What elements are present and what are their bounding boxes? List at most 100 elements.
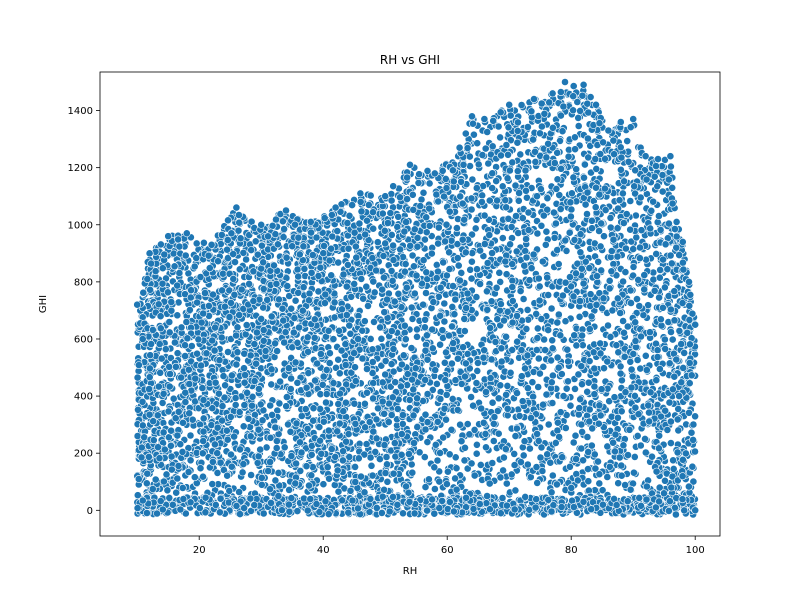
scatter-point (483, 128, 492, 136)
scatter-point (181, 509, 190, 518)
scatter-point (564, 377, 572, 386)
scatter-point (607, 247, 616, 255)
scatter-point (433, 456, 442, 465)
scatter-point (190, 473, 199, 482)
scatter-point (577, 444, 586, 453)
scatter-point (378, 285, 387, 294)
scatter-point (422, 228, 431, 237)
scatter-point (604, 321, 612, 330)
scatter-point (314, 287, 323, 296)
scatter-point (576, 107, 584, 115)
scatter-point (257, 480, 266, 489)
scatter-point (380, 226, 389, 235)
scatter-point (544, 420, 553, 429)
scatter-point (502, 479, 511, 488)
scatter-point (424, 475, 433, 484)
scatter-point (420, 235, 429, 244)
scatter-point (451, 474, 459, 483)
scatter-point (515, 189, 523, 197)
scatter-point (537, 221, 546, 230)
scatter-point (378, 209, 387, 218)
scatter-point (619, 277, 627, 286)
scatter-point (566, 401, 575, 410)
scatter-point (522, 235, 530, 243)
scatter-point (186, 456, 195, 465)
scatter-point (498, 234, 507, 242)
scatter-point (439, 433, 448, 442)
scatter-point (381, 239, 390, 248)
scatter-point (639, 311, 648, 319)
scatter-point (350, 228, 359, 237)
scatter-point (389, 241, 397, 250)
scatter-point (252, 328, 261, 337)
scatter-point (173, 431, 182, 440)
scatter-point (421, 315, 429, 324)
scatter-point (516, 150, 525, 159)
scatter-point (561, 424, 570, 432)
scatter-point (489, 437, 498, 445)
scatter-point (457, 177, 465, 186)
scatter-point (330, 313, 339, 322)
scatter-point (470, 425, 479, 434)
scatter-point (623, 322, 632, 331)
scatter-point (616, 369, 625, 378)
scatter-point (548, 336, 557, 345)
scatter-point (407, 460, 416, 469)
scatter-point (478, 191, 487, 200)
scatter-point (417, 195, 426, 204)
scatter-point (291, 296, 300, 305)
scatter-point (584, 465, 592, 473)
scatter-point (628, 372, 637, 381)
scatter-point (675, 326, 684, 335)
scatter-point (614, 479, 623, 488)
scatter-point (293, 378, 302, 387)
scatter-point (523, 460, 532, 469)
scatter-point (481, 144, 490, 153)
scatter-point (466, 265, 475, 274)
scatter-point (503, 381, 512, 390)
scatter-point (364, 301, 372, 310)
scatter-point (250, 340, 259, 348)
scatter-point (521, 247, 530, 255)
scatter-point (231, 400, 240, 409)
scatter-point (631, 403, 640, 412)
scatter-point (636, 364, 645, 373)
scatter-point (474, 160, 483, 169)
scatter-point (571, 431, 580, 440)
scatter-point (583, 387, 592, 396)
scatter-point (674, 426, 683, 435)
scatter-point (511, 432, 520, 440)
scatter-point (558, 127, 567, 136)
scatter-point (447, 425, 456, 434)
scatter-point (468, 249, 477, 257)
scatter-point (682, 449, 690, 458)
scatter-point (467, 393, 475, 401)
scatter-point (488, 398, 497, 407)
scatter-point (579, 456, 587, 465)
scatter-point (614, 348, 623, 357)
scatter-point (498, 494, 507, 502)
scatter-point (687, 428, 696, 437)
scatter-point (374, 404, 382, 413)
scatter-point (165, 493, 174, 502)
scatter-point (608, 306, 617, 315)
scatter-point (383, 477, 392, 486)
scatter-point (370, 317, 378, 326)
scatter-point (450, 310, 459, 319)
scatter-point (362, 282, 371, 291)
scatter-point (278, 304, 287, 313)
scatter-point (454, 261, 463, 270)
scatter-point (366, 191, 375, 200)
scatter-point (543, 450, 552, 459)
scatter-point (482, 287, 491, 296)
scatter-point (516, 287, 525, 295)
scatter-point (554, 363, 563, 372)
scatter-point (508, 158, 517, 167)
points-layer (133, 78, 700, 519)
scatter-point (296, 466, 305, 475)
scatter-point (434, 292, 443, 301)
scatter-point (348, 201, 356, 209)
scatter-point (572, 341, 581, 350)
scatter-point (553, 175, 562, 184)
